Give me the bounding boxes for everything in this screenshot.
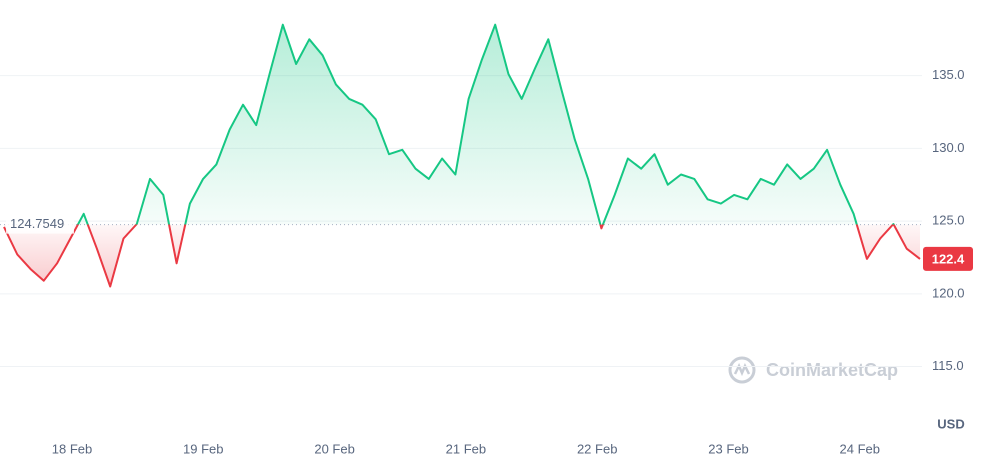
y-tick-label: 115.0: [932, 358, 964, 373]
watermark: CoinMarketCap: [728, 356, 898, 384]
area: [4, 24, 920, 287]
baseline-label-bg: [6, 215, 74, 234]
y-tick-label: 120.0: [932, 285, 965, 300]
y-tick-label: 125.0: [932, 213, 965, 228]
x-tick-label: 19 Feb: [183, 441, 223, 456]
x-tick-label: 24 Feb: [840, 441, 880, 456]
x-tick-label: 23 Feb: [708, 441, 748, 456]
x-tick-label: 22 Feb: [577, 441, 617, 456]
x-tick-label: 20 Feb: [314, 441, 354, 456]
last-price-label: 122.4: [932, 251, 965, 266]
y-tick-label: 130.0: [932, 140, 965, 155]
x-tick-label: 21 Feb: [446, 441, 486, 456]
baseline-label: 124.7549: [10, 216, 64, 231]
y-tick-label: 135.0: [932, 67, 965, 82]
price-line: [3, 23, 921, 288]
currency-label: USD: [937, 416, 964, 431]
x-tick-label: 18 Feb: [52, 441, 92, 456]
last-price-bg: [923, 246, 973, 271]
watermark-text: CoinMarketCap: [766, 360, 898, 380]
